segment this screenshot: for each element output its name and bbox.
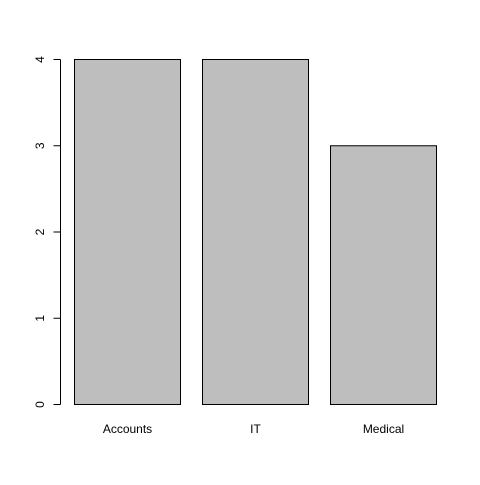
y-tick-label: 4 (33, 56, 47, 63)
x-tick-label: IT (250, 422, 261, 436)
bar-accounts (74, 59, 181, 405)
y-tick-label: 1 (33, 315, 47, 322)
bar-medical (330, 145, 437, 405)
x-tick-label: Medical (363, 422, 404, 436)
y-tick-label: 2 (33, 228, 47, 235)
bar-it (202, 59, 309, 405)
x-tick-label: Accounts (103, 422, 152, 436)
x-axis-labels: Accounts IT Medical (103, 422, 404, 436)
bars-layer (74, 59, 437, 405)
y-tick-label: 0 (33, 401, 47, 408)
y-tick-label: 3 (33, 142, 47, 149)
y-axis: 0 1 2 3 4 (33, 56, 61, 408)
